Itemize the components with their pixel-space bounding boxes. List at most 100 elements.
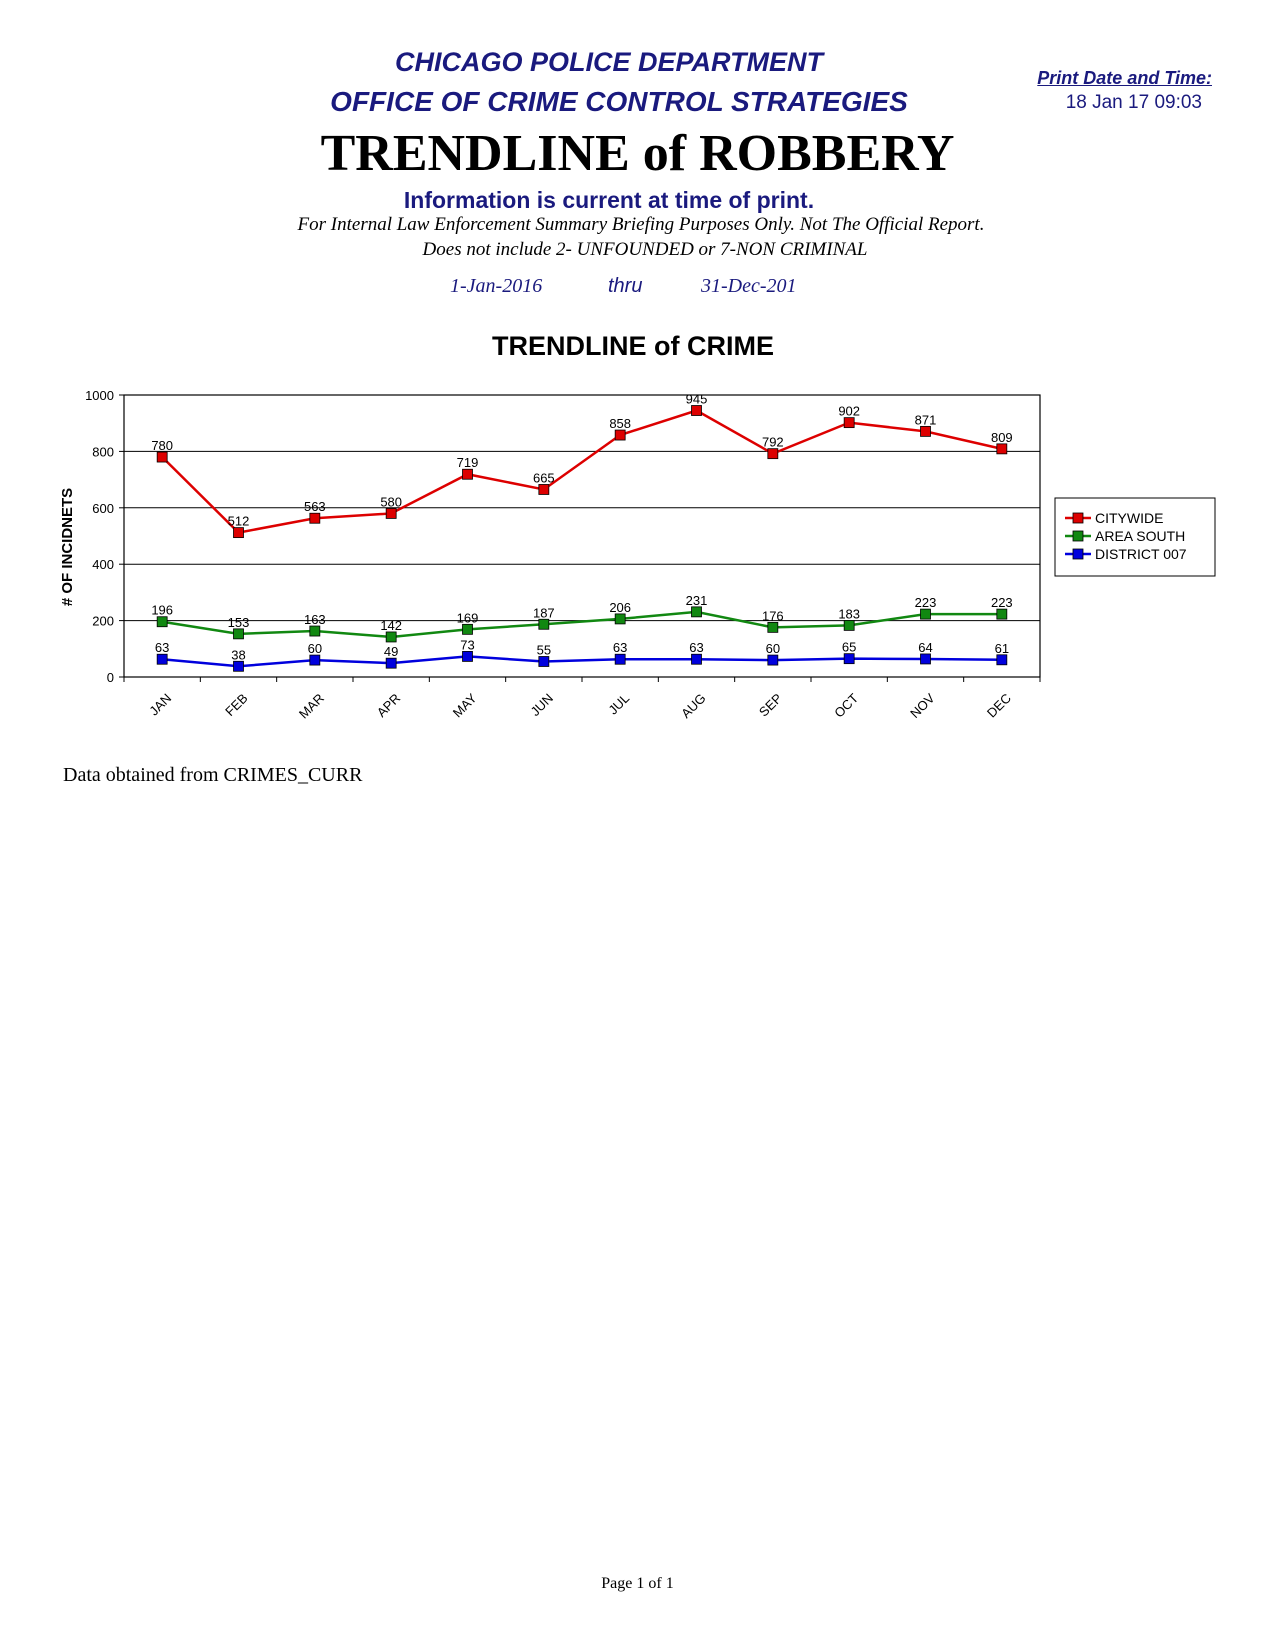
trendline-chart: TRENDLINE of CRIME # OF INCIDNETS 0 200 40… [59, 331, 1216, 722]
x-tick-label: APR [374, 691, 404, 721]
plot-area [123, 394, 1041, 678]
data-point [462, 651, 473, 662]
data-point [538, 618, 550, 630]
data-source-note: Data obtained from CRIMES_CURR [63, 764, 363, 786]
x-tick-label: DEC [984, 691, 1014, 721]
x-tick-label: SEP [756, 691, 785, 720]
x-tick-label: OCT [831, 690, 861, 720]
legend-marker [1072, 512, 1084, 524]
legend: CITYWIDE AREA SOUTH DISTRICT 007 [1054, 497, 1216, 577]
data-label: 73 [460, 637, 474, 652]
data-label: 63 [689, 640, 703, 655]
data-point [614, 613, 626, 625]
x-tick-label: JAN [146, 691, 174, 719]
data-point [538, 656, 550, 667]
legend-entry: CITYWIDE [1095, 510, 1163, 526]
report-title: TRENDLINE of ROBBERY [320, 125, 955, 182]
disclaimer-line-1: For Internal Law Enforcement Summary Bri… [297, 214, 985, 235]
y-tick-label: 800 [92, 444, 114, 459]
data-label: 780 [151, 438, 173, 453]
data-point [920, 608, 931, 620]
data-point [233, 660, 244, 672]
data-label: 55 [537, 642, 551, 657]
grid-layer [119, 394, 1041, 682]
legend-marker [1072, 548, 1084, 560]
data-label: 223 [915, 595, 937, 610]
data-point [614, 429, 626, 441]
data-point [233, 628, 244, 640]
data-point [691, 653, 702, 665]
legend-marker [1072, 530, 1084, 542]
data-point [538, 484, 550, 495]
data-point [920, 425, 931, 437]
y-tick-label: 1000 [85, 388, 114, 403]
data-label: 945 [686, 392, 708, 407]
data-point [996, 608, 1008, 620]
data-label: 142 [380, 618, 402, 633]
data-label: 38 [231, 647, 245, 662]
data-label: 871 [915, 412, 937, 427]
date-thru: thru [608, 275, 643, 297]
y-tick-label: 200 [92, 614, 114, 629]
data-label: 169 [457, 610, 479, 625]
office-title: OFFICE OF CRIME CONTROL STRATEGIES [330, 86, 908, 117]
data-label: 63 [613, 640, 627, 655]
data-label: 196 [151, 603, 173, 618]
data-label: 163 [304, 612, 326, 627]
date-start: 1-Jan-2016 [450, 275, 543, 297]
data-point [843, 619, 855, 631]
data-label: 665 [533, 470, 555, 485]
print-date-value: 18 Jan 17 09:03 [1065, 92, 1202, 113]
x-tick-label: MAY [450, 690, 480, 720]
data-label: 176 [762, 608, 784, 623]
chart-title: TRENDLINE of CRIME [492, 331, 774, 361]
data-point [385, 631, 397, 643]
data-label: 580 [380, 494, 402, 509]
data-point [920, 653, 931, 665]
x-tick-label: AUG [678, 691, 709, 722]
data-label: 792 [762, 435, 784, 450]
data-point [309, 654, 321, 666]
y-tick-label: 400 [92, 557, 114, 572]
data-point [691, 606, 702, 618]
data-label: 61 [995, 641, 1009, 656]
data-label: 64 [918, 640, 932, 655]
data-label: 223 [991, 595, 1013, 610]
data-label: 563 [304, 499, 326, 514]
x-tick-label: MAR [296, 691, 327, 722]
legend-entry: DISTRICT 007 [1095, 546, 1187, 562]
data-label: 60 [308, 641, 322, 656]
data-label: 206 [609, 600, 631, 615]
data-point [843, 653, 855, 665]
data-point [156, 616, 168, 628]
data-point [309, 625, 321, 637]
data-point [462, 468, 473, 480]
data-label: 858 [609, 416, 631, 431]
print-date-label: Print Date and Time: [1037, 68, 1212, 88]
data-point [843, 417, 855, 429]
data-point [767, 448, 779, 460]
y-tick-label: 0 [107, 670, 114, 685]
data-label: 183 [838, 606, 860, 621]
data-label: 809 [991, 430, 1013, 445]
data-point [614, 653, 626, 665]
data-label: 153 [228, 615, 250, 630]
data-label: 187 [533, 605, 555, 620]
data-labels: 780 512 563 580 719 665 858 945 792 902 871 809 196 1… [151, 392, 1012, 663]
data-point [996, 443, 1008, 455]
info-line: Information is current at time of print. [403, 187, 815, 213]
x-tick-labels: JAN FEB MAR APR MAY JUN JUL AUG SEP OCT NOV DEC [146, 690, 1014, 721]
series-line-0 [161, 409, 1003, 534]
legend-entry: AREA SOUTH [1095, 528, 1185, 544]
data-point [233, 527, 244, 539]
y-tick-label: 600 [92, 501, 114, 516]
data-label: 49 [384, 644, 398, 659]
x-tick-label: JUL [605, 691, 632, 718]
page-number: Page 1 of 1 [601, 1575, 674, 1592]
data-point [309, 512, 321, 524]
data-point [156, 451, 168, 463]
data-label: 60 [766, 641, 780, 656]
data-label: 231 [686, 593, 708, 608]
department-title: CHICAGO POLICE DEPARTMENT [394, 47, 824, 77]
series-line-1 [161, 610, 1002, 639]
